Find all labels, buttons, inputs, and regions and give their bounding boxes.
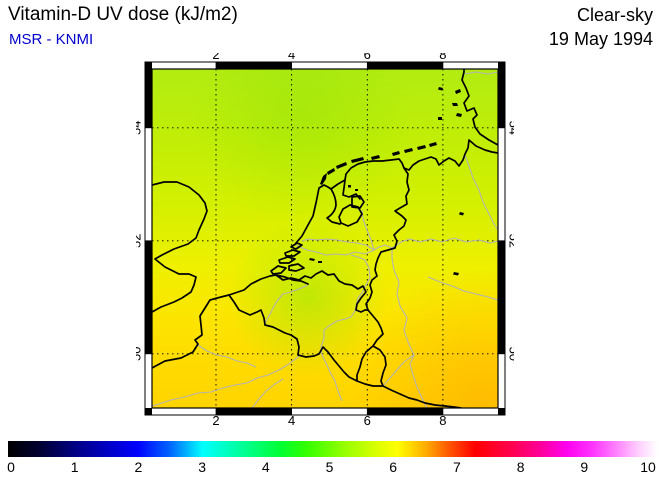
coast-elbe-denmark: [461, 69, 498, 146]
lon-tick-bottom: 4: [288, 413, 295, 427]
colorbar-tick: 6: [389, 459, 398, 475]
lat-tick-left: 54: [136, 121, 144, 135]
lat-tick-left: 52: [136, 234, 144, 248]
lat-tick-right: 50: [507, 347, 515, 361]
lake-holland: [318, 261, 322, 263]
lat-tick-right: 52: [507, 234, 515, 248]
river-moselle: [382, 354, 415, 387]
river-scheldt: [264, 284, 309, 326]
island-schiermonnikoog: [371, 155, 380, 160]
noordoostpolder: [351, 195, 365, 209]
islands-layer: [309, 87, 464, 276]
island-north-frisian: [455, 89, 461, 94]
island-helgoland: [438, 117, 442, 120]
river-oise: [251, 378, 284, 408]
colorbar: [8, 441, 657, 457]
delta-island: [284, 249, 301, 257]
german-state-border-north: [391, 237, 498, 249]
source-label: MSR - KNMI: [9, 31, 94, 48]
lake-germany: [453, 272, 459, 276]
lake-holland: [309, 258, 315, 261]
island-north-frisian: [456, 113, 462, 117]
island-terschelling: [336, 162, 347, 169]
river-lek: [301, 238, 375, 251]
river-weser: [464, 154, 498, 231]
border-fr-be: [228, 294, 358, 382]
graticule-grid: [152, 69, 498, 408]
lon-tick-top: 4: [288, 53, 295, 62]
sky-condition-label: Clear-sky: [576, 5, 653, 25]
island-langeoog: [417, 145, 426, 150]
island-vlieland: [327, 168, 335, 175]
river-meuse: [320, 254, 371, 402]
colorbar-tick: 8: [516, 459, 525, 475]
colorbar-tick: 9: [580, 459, 589, 475]
island-borkum: [392, 151, 400, 156]
rivers-layer: [152, 71, 498, 408]
denmark-river: [464, 71, 498, 75]
border-be-de: [367, 309, 384, 347]
delta-island: [290, 242, 303, 250]
colorbar-tick: 2: [134, 459, 143, 475]
lon-tick-bottom: 2: [212, 413, 219, 427]
map-frame: [144, 61, 506, 416]
colorbar-tick: 10: [640, 459, 656, 475]
flevoland-polder: [338, 204, 363, 227]
ijsselmeer-east-shore: [342, 179, 361, 200]
lake-friesland: [348, 185, 351, 188]
page-title: Vitamin-D UV dose (kJ/m2): [8, 4, 238, 25]
lon-tick-top: 2: [212, 53, 219, 62]
delta-island: [278, 256, 296, 264]
colorbar-tick: 5: [325, 459, 334, 475]
coastline-layer: [152, 69, 498, 408]
border-lux-west: [356, 345, 374, 382]
island-wangerooge: [429, 142, 437, 147]
lon-tick-top: 6: [364, 53, 371, 62]
date-label: 19 May 1994: [548, 29, 653, 49]
island-ameland: [351, 157, 364, 163]
lon-tick-top: 8: [439, 53, 446, 62]
river-somme: [197, 344, 257, 368]
island-north-frisian: [438, 87, 443, 91]
lon-tick-bottom: 6: [364, 413, 371, 427]
lat-tick-left: 50: [136, 347, 144, 361]
colorbar-tick: 3: [198, 459, 206, 475]
coast-france-belgium: [152, 274, 309, 369]
lake-friesland: [355, 189, 358, 191]
coast-netherlands-germany: [295, 139, 498, 244]
river-rhine: [373, 244, 428, 408]
coast-england: [152, 181, 208, 313]
island-north-frisian: [452, 103, 458, 106]
delta-island: [288, 263, 305, 272]
colorbar-tick: 7: [452, 459, 461, 475]
border-fr-de: [356, 380, 462, 408]
german-state-border-south: [427, 276, 498, 301]
lake-germany: [459, 212, 464, 216]
lon-tick-bottom: 8: [439, 413, 446, 427]
uv-field-layer: [152, 69, 498, 408]
island-norderney: [404, 148, 413, 153]
river-waal: [295, 244, 375, 256]
river-ijssel: [361, 209, 375, 251]
border-lux-east: [372, 345, 387, 387]
border-be-nl: [275, 270, 369, 313]
delta-island: [270, 265, 287, 275]
river-aisne: [152, 355, 300, 407]
map-panel: 2 4 6 8 2 4 6 8 54 52 50 54 52 50: [129, 47, 522, 428]
colorbar-tick: 0: [7, 459, 15, 475]
colorbar-labels: 0 1 2 3 4 5 6 7 8 9 10: [0, 459, 665, 477]
colorbar-tick: 1: [70, 459, 79, 475]
island-texel: [320, 173, 327, 185]
ijsselmeer-west-shore: [326, 188, 341, 225]
lat-tick-right: 54: [507, 121, 515, 135]
map-canvas: 2 4 6 8 2 4 6 8 54 52 50 54 52 50: [129, 47, 522, 428]
colorbar-tick: 4: [261, 459, 270, 475]
border-nl-de: [365, 167, 410, 311]
